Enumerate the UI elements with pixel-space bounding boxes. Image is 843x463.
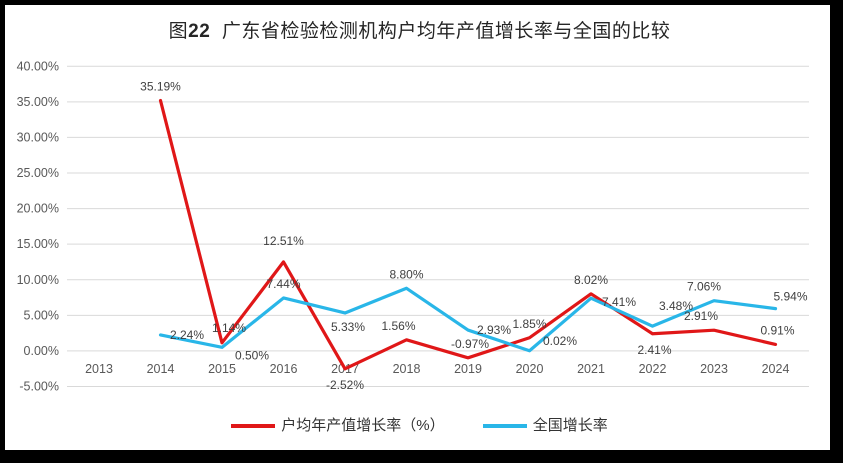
svg-text:2016: 2016 xyxy=(270,362,298,376)
svg-text:0.00%: 0.00% xyxy=(24,344,59,358)
svg-text:2018: 2018 xyxy=(393,362,421,376)
svg-text:40.00%: 40.00% xyxy=(17,59,59,73)
svg-text:10.00%: 10.00% xyxy=(17,273,59,287)
svg-text:3.48%: 3.48% xyxy=(659,299,693,313)
svg-text:-0.97%: -0.97% xyxy=(451,337,489,351)
svg-text:2021: 2021 xyxy=(577,362,605,376)
svg-text:5.00%: 5.00% xyxy=(24,308,59,322)
svg-text:2013: 2013 xyxy=(85,362,113,376)
svg-text:2022: 2022 xyxy=(639,362,667,376)
svg-text:8.02%: 8.02% xyxy=(574,273,608,287)
svg-text:2023: 2023 xyxy=(700,362,728,376)
svg-text:0.91%: 0.91% xyxy=(760,323,794,337)
svg-text:2015: 2015 xyxy=(208,362,236,376)
svg-text:2.24%: 2.24% xyxy=(170,328,204,342)
svg-text:2020: 2020 xyxy=(516,362,544,376)
svg-text:8.80%: 8.80% xyxy=(389,267,423,281)
svg-text:30.00%: 30.00% xyxy=(17,130,59,144)
svg-text:5.33%: 5.33% xyxy=(331,320,365,334)
svg-text:-2.52%: -2.52% xyxy=(326,378,364,392)
svg-text:2014: 2014 xyxy=(147,362,175,376)
svg-text:20.00%: 20.00% xyxy=(17,202,59,216)
svg-text:1.56%: 1.56% xyxy=(381,319,415,333)
svg-text:7.44%: 7.44% xyxy=(266,277,300,291)
svg-text:7.06%: 7.06% xyxy=(687,280,721,294)
svg-text:2019: 2019 xyxy=(454,362,482,376)
svg-text:35.00%: 35.00% xyxy=(17,95,59,109)
svg-text:0.50%: 0.50% xyxy=(235,348,269,362)
svg-text:-5.00%: -5.00% xyxy=(19,379,59,393)
svg-text:12.51%: 12.51% xyxy=(263,234,304,248)
svg-text:2024: 2024 xyxy=(762,362,790,376)
svg-text:35.19%: 35.19% xyxy=(140,80,181,94)
svg-text:7.41%: 7.41% xyxy=(602,295,636,309)
svg-text:15.00%: 15.00% xyxy=(17,237,59,251)
svg-text:25.00%: 25.00% xyxy=(17,166,59,180)
svg-text:1.85%: 1.85% xyxy=(512,317,546,331)
svg-text:5.94%: 5.94% xyxy=(773,290,807,304)
svg-text:2.93%: 2.93% xyxy=(477,323,511,337)
svg-text:0.02%: 0.02% xyxy=(543,334,577,348)
svg-text:2.41%: 2.41% xyxy=(637,343,671,357)
svg-text:1.14%: 1.14% xyxy=(212,321,246,335)
